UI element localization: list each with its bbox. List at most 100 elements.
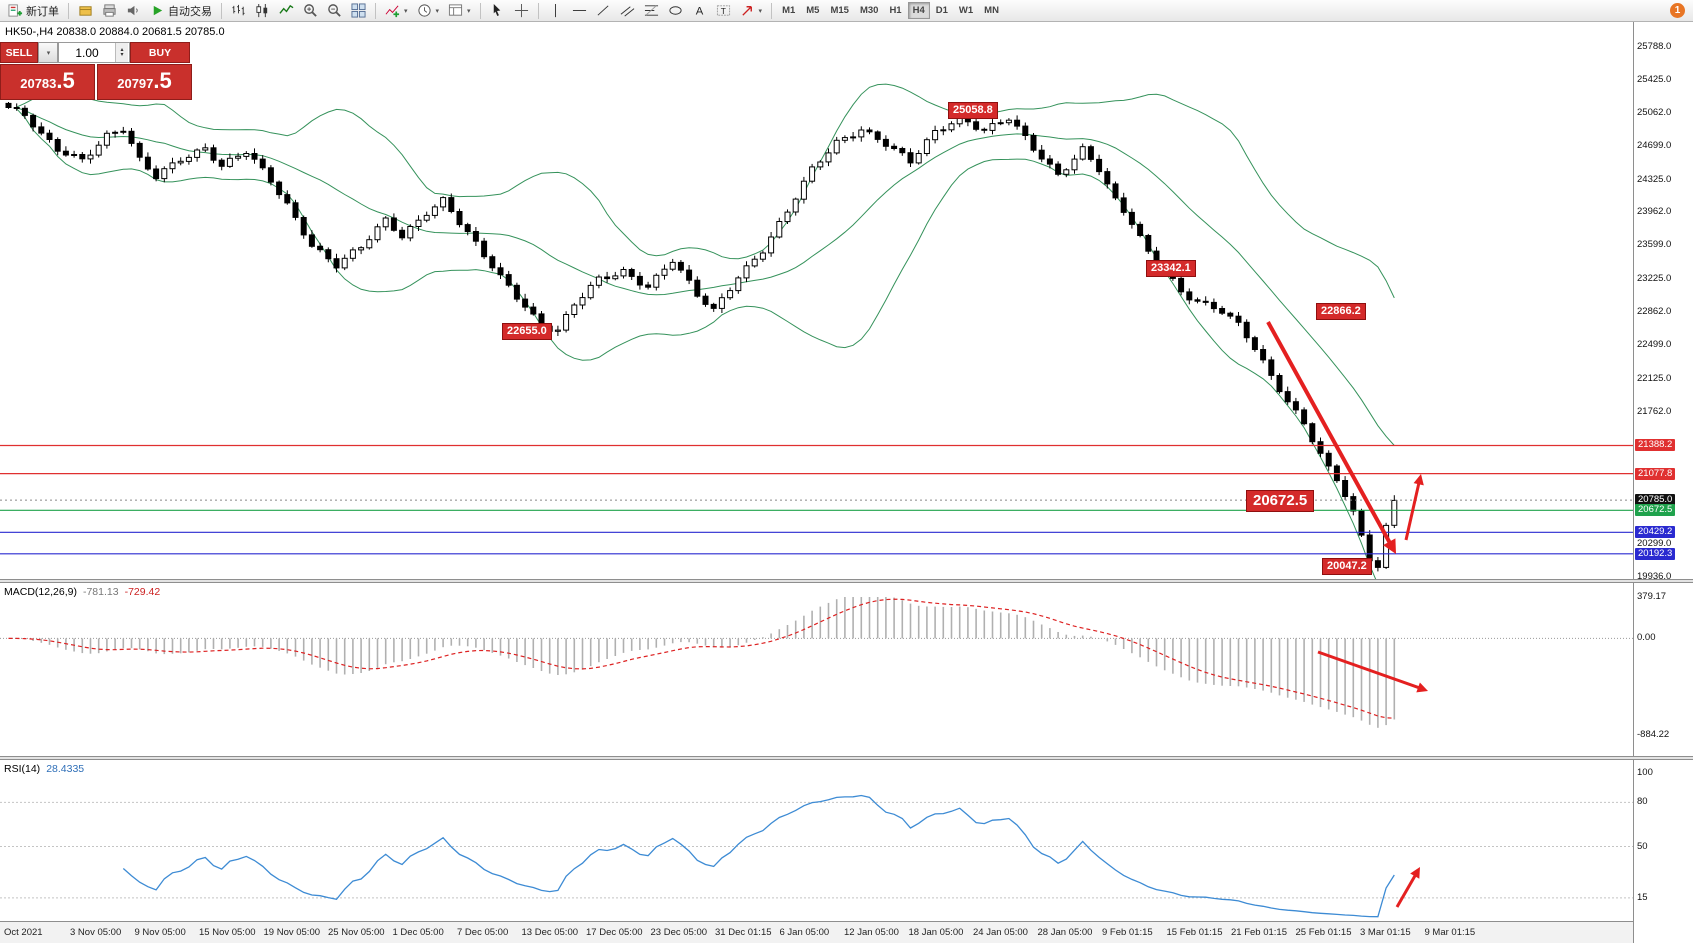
text-label-icon: T <box>716 5 730 16</box>
crosshair-button[interactable] <box>510 1 533 20</box>
volume-input[interactable] <box>59 43 115 62</box>
timeframe-button-mn[interactable]: MN <box>979 2 1004 19</box>
macd-histogram <box>15 597 1396 728</box>
candlesticks[interactable] <box>5 102 1398 572</box>
trend-arrow-head[interactable] <box>1416 682 1428 693</box>
autotrade-button[interactable]: 自动交易 <box>146 1 216 20</box>
time-axis[interactable]: Oct 2021 3 Nov 05:00 9 Nov 05:00 15 Nov 05:… <box>0 921 1633 943</box>
main-price-chart[interactable]: HK50-,H4 20838.0 20884.0 20681.5 20785.0… <box>0 22 1633 579</box>
ellipse-icon <box>668 6 682 15</box>
chart-window: HK50-,H4 20838.0 20884.0 20681.5 20785.0… <box>0 22 1693 943</box>
volume-stepper[interactable]: ▴ ▾ <box>115 43 128 62</box>
price-annotation[interactable]: 25058.8 <box>948 102 998 119</box>
time-axis-label: 6 Jan 05:00 <box>779 927 830 938</box>
timeframe-button-m15[interactable]: M15 <box>825 2 853 19</box>
horizontal-level-lines[interactable] <box>0 444 1633 555</box>
timeframe-button-h1[interactable]: H1 <box>884 2 906 19</box>
price-annotation[interactable]: 22866.2 <box>1316 303 1366 320</box>
volume-field: ▴▾ <box>58 42 130 63</box>
time-axis-label: 25 Feb 01:15 <box>1295 927 1352 938</box>
chart-ohlc-values: 20838.0 20884.0 20681.5 20785.0 <box>56 26 225 38</box>
trend-arrow[interactable] <box>1395 870 1419 908</box>
time-axis-label: 9 Feb 01:15 <box>1102 927 1153 938</box>
channel-tool-button[interactable] <box>616 1 639 20</box>
trend-arrow[interactable] <box>1266 321 1395 549</box>
timeframe-button-h4[interactable]: H4 <box>907 2 930 19</box>
text-tool-button[interactable]: A <box>688 1 711 20</box>
timeframe-button-m1[interactable]: M1 <box>777 2 800 19</box>
text-icon: A <box>695 5 703 17</box>
dropdown-caret-icon: ▾ <box>435 7 440 15</box>
cursor-icon <box>493 3 500 16</box>
indicators-button[interactable]: ▾ <box>381 1 412 20</box>
timeframe-button-w1[interactable]: W1 <box>954 2 978 19</box>
zoom-out-button[interactable] <box>323 1 346 20</box>
buy-price-button[interactable]: 20797.5 <box>97 64 192 100</box>
axis-tick-label: 22125.0 <box>1637 373 1672 384</box>
top-toolbar: 新订单 自动交易 ▾ ▾ ▾ A T ▾ M1 M5 M15 M30 H1 H4… <box>0 0 1693 22</box>
timeframe-menu-button[interactable]: ▾ <box>413 1 444 20</box>
time-axis-label: 3 Mar 01:15 <box>1360 927 1411 938</box>
rsi-panel[interactable]: RSI(14) 28.4335 <box>0 760 1633 921</box>
axis-tick-label: 23962.0 <box>1637 206 1672 217</box>
template-button[interactable]: ▾ <box>444 1 475 20</box>
sell-button[interactable]: SELL <box>0 42 38 63</box>
price-annotation[interactable]: 20047.2 <box>1322 558 1372 575</box>
trend-arrow[interactable] <box>1404 478 1422 541</box>
axis-tick-label: 0.00 <box>1637 632 1656 643</box>
tile-windows-icon <box>351 3 366 18</box>
label-tool-button[interactable]: T <box>712 1 735 20</box>
axis-tick-label: 23225.0 <box>1637 273 1672 284</box>
axis-tick-label: 22499.0 <box>1637 339 1672 350</box>
timeframe-button-m30[interactable]: M30 <box>855 2 883 19</box>
new-order-button[interactable]: 新订单 <box>4 1 63 20</box>
horizontal-line-tool-button[interactable] <box>568 1 591 20</box>
autotrade-label: 自动交易 <box>168 5 212 18</box>
time-axis-label: 28 Jan 05:00 <box>1037 927 1093 938</box>
horizontal-line-icon <box>572 10 586 11</box>
arrows-tool-button[interactable]: ▾ <box>736 1 767 20</box>
candlestick-chart-button[interactable] <box>251 1 274 20</box>
price-annotation[interactable]: 23342.1 <box>1146 260 1196 277</box>
rsi-name: RSI(14) <box>4 763 41 775</box>
shapes-tool-button[interactable] <box>664 1 687 20</box>
toolbar-separator <box>68 2 69 19</box>
box-button[interactable] <box>74 1 97 20</box>
notification-badge[interactable]: 1 <box>1670 3 1685 18</box>
timeframe-button-d1[interactable]: D1 <box>931 2 953 19</box>
axis-tick-label: 25788.0 <box>1637 41 1672 52</box>
trend-arrow-head[interactable] <box>1383 538 1396 554</box>
axis-tick-label: 15 <box>1637 892 1648 903</box>
macd-signal-line <box>8 598 1395 719</box>
trend-arrow[interactable] <box>1317 650 1424 691</box>
price-axis[interactable]: 25788.0 25425.0 25062.0 24699.0 24325.0 23962… <box>1633 22 1693 943</box>
panel-separator[interactable] <box>0 756 1693 760</box>
zoom-in-button[interactable] <box>299 1 322 20</box>
crosshair-icon <box>514 3 528 18</box>
macd-title: MACD(12,26,9) -781.13 -729.42 <box>4 586 160 598</box>
time-axis-label: 25 Nov 05:00 <box>328 927 385 938</box>
order-type-dropdown[interactable]: ▾ <box>38 42 58 63</box>
macd-canvas <box>0 597 1633 728</box>
trendline-tool-button[interactable] <box>592 1 615 20</box>
cursor-button[interactable] <box>486 1 509 20</box>
buy-button[interactable]: BUY <box>130 42 190 63</box>
fibonacci-tool-button[interactable] <box>640 1 663 20</box>
price-annotation[interactable]: 22655.0 <box>502 323 552 340</box>
sell-price-button[interactable]: 20783.5 <box>0 64 95 100</box>
trend-arrow-head[interactable] <box>1413 474 1424 486</box>
sound-button[interactable] <box>122 1 145 20</box>
trend-arrow-head[interactable] <box>1410 867 1420 879</box>
print-button[interactable] <box>98 1 121 20</box>
tile-windows-button[interactable] <box>347 1 370 20</box>
axis-tick-label: 20299.0 <box>1637 538 1672 549</box>
bar-chart-button[interactable] <box>227 1 250 20</box>
line-chart-button[interactable] <box>275 1 298 20</box>
vertical-line-tool-button[interactable] <box>544 1 567 20</box>
price-annotation[interactable]: 20672.5 <box>1246 490 1315 512</box>
timeframe-button-m5[interactable]: M5 <box>801 2 824 19</box>
rsi-value: 28.4335 <box>46 763 85 775</box>
candlestick-chart-canvas[interactable] <box>0 22 1633 579</box>
macd-panel[interactable]: MACD(12,26,9) -781.13 -729.42 <box>0 583 1633 756</box>
panel-separator[interactable] <box>0 579 1693 583</box>
